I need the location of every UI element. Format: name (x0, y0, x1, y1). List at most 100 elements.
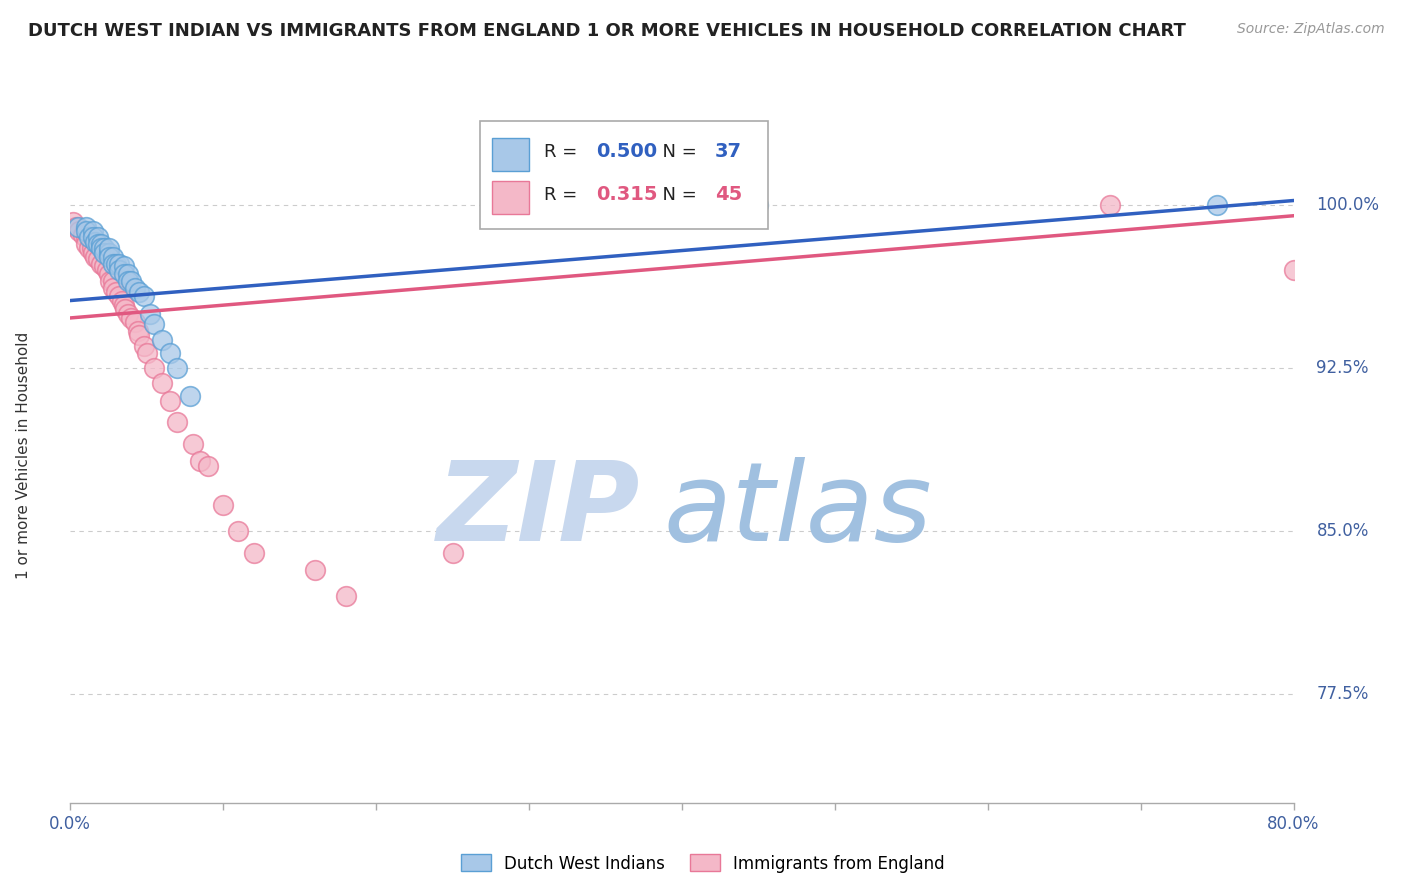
Point (75, 224, 97, 238)
Point (82, 230, 104, 244)
Point (117, 268, 139, 282)
Point (166, 415, 188, 429)
Point (77, 230, 100, 244)
Text: R =: R = (544, 186, 589, 203)
Point (77, 241, 100, 255)
Point (124, 315, 146, 329)
Point (93, 241, 115, 255)
Point (97, 241, 120, 255)
Point (441, 546, 464, 560)
Point (82, 224, 104, 238)
Point (75, 237, 97, 252)
Point (159, 393, 181, 408)
Point (128, 285, 150, 299)
Point (335, 589, 357, 603)
Point (108, 256, 131, 270)
Text: N =: N = (651, 186, 703, 203)
Point (97, 268, 120, 282)
Text: R =: R = (544, 143, 582, 161)
Text: Source: ZipAtlas.com: Source: ZipAtlas.com (1237, 22, 1385, 37)
Point (97, 245, 120, 260)
Point (166, 360, 188, 375)
Point (127, 324, 149, 338)
Point (159, 345, 181, 359)
Point (188, 454, 211, 468)
Point (93, 259, 115, 273)
Point (1282, 263, 1305, 277)
Text: 92.5%: 92.5% (1316, 359, 1369, 377)
Point (112, 268, 135, 282)
Point (87, 237, 110, 252)
Point (80, 241, 103, 255)
Point (72, 228, 94, 243)
Text: 0.500: 0.500 (596, 142, 658, 161)
Point (83, 235, 105, 249)
Point (747, 198, 769, 212)
Point (97, 250, 120, 264)
Point (66, 219, 89, 234)
FancyBboxPatch shape (492, 137, 529, 171)
Point (1099, 198, 1122, 212)
Text: 100.0%: 100.0% (1316, 196, 1379, 214)
Point (65, 219, 87, 234)
Point (101, 250, 124, 264)
Point (101, 280, 124, 294)
Point (69, 224, 91, 238)
Point (143, 360, 166, 375)
Point (121, 310, 143, 325)
Point (212, 498, 235, 512)
Point (150, 376, 173, 391)
Point (135, 345, 157, 359)
Point (105, 285, 128, 299)
Point (62, 215, 84, 229)
Point (117, 307, 139, 321)
Point (114, 302, 136, 317)
Point (128, 328, 150, 343)
Point (112, 298, 135, 312)
Text: 1 or more Vehicles in Household: 1 or more Vehicles in Household (17, 331, 31, 579)
Point (1206, 198, 1229, 212)
Point (75, 230, 97, 244)
Text: 37: 37 (714, 142, 742, 161)
Point (98, 274, 121, 288)
Point (139, 307, 162, 321)
Point (93, 245, 115, 260)
Point (121, 274, 143, 288)
Point (87, 252, 110, 267)
Point (101, 256, 124, 270)
Point (181, 437, 204, 451)
Text: ZIP: ZIP (437, 457, 641, 564)
Point (105, 256, 128, 270)
Point (82, 245, 104, 260)
Point (304, 563, 326, 577)
Point (132, 339, 155, 353)
Point (150, 333, 173, 347)
Text: 45: 45 (714, 186, 742, 204)
FancyBboxPatch shape (492, 181, 529, 214)
Point (96, 263, 118, 277)
Point (143, 318, 166, 332)
Point (87, 230, 110, 244)
Text: N =: N = (651, 143, 703, 161)
Point (197, 458, 219, 473)
Text: 0.315: 0.315 (596, 186, 658, 204)
Point (117, 274, 139, 288)
Legend: Dutch West Indians, Immigrants from England: Dutch West Indians, Immigrants from Engl… (454, 847, 952, 880)
Point (243, 546, 266, 560)
Point (179, 389, 201, 403)
Point (112, 259, 135, 273)
FancyBboxPatch shape (479, 121, 768, 229)
Point (101, 274, 124, 288)
Point (90, 237, 112, 252)
Point (75, 219, 97, 234)
Point (90, 241, 112, 255)
Text: 77.5%: 77.5% (1316, 685, 1369, 703)
Point (90, 256, 112, 270)
Point (228, 524, 250, 538)
Text: atlas: atlas (664, 457, 932, 564)
Text: DUTCH WEST INDIAN VS IMMIGRANTS FROM ENGLAND 1 OR MORE VEHICLES IN HOUSEHOLD COR: DUTCH WEST INDIAN VS IMMIGRANTS FROM ENG… (28, 22, 1187, 40)
Point (124, 280, 146, 294)
Point (111, 293, 134, 308)
Point (108, 289, 131, 303)
Point (83, 250, 105, 264)
